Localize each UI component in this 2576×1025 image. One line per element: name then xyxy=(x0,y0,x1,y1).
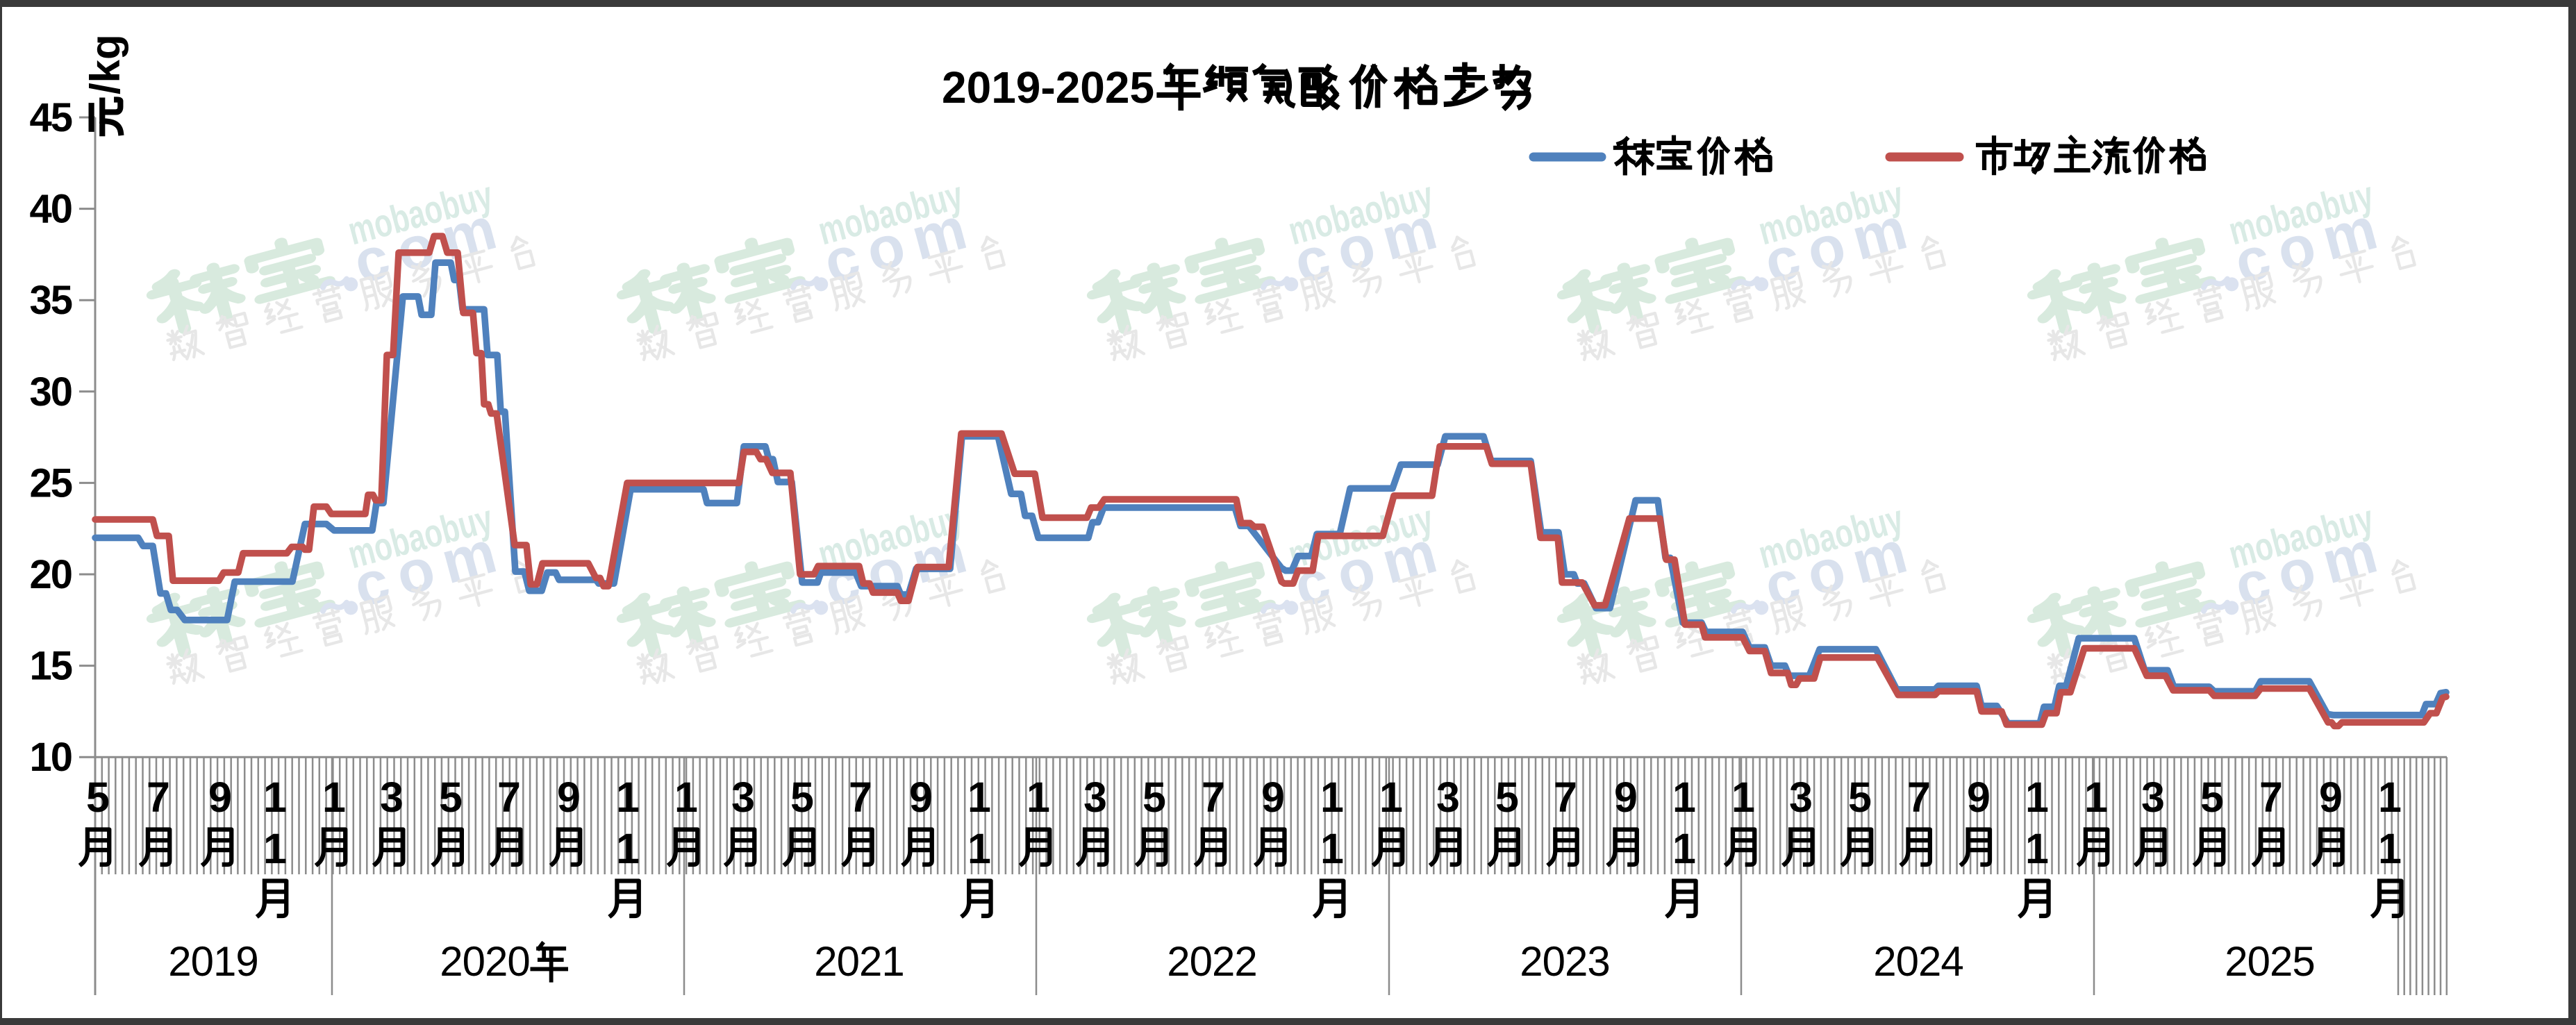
svg-text:7: 7 xyxy=(147,774,170,821)
svg-text:1: 1 xyxy=(263,825,287,872)
svg-text:1: 1 xyxy=(1379,774,1403,821)
svg-text:5: 5 xyxy=(790,774,814,821)
svg-text:/kg: /kg xyxy=(82,34,128,94)
svg-text:3: 3 xyxy=(1436,774,1460,821)
svg-text:1: 1 xyxy=(263,774,287,821)
svg-text:1: 1 xyxy=(1672,774,1696,821)
svg-text:2025: 2025 xyxy=(2225,938,2314,985)
svg-text:1: 1 xyxy=(616,774,640,821)
svg-text:1: 1 xyxy=(967,825,991,872)
svg-text:1: 1 xyxy=(2025,774,2049,821)
svg-text:45: 45 xyxy=(29,95,72,140)
svg-text:5: 5 xyxy=(439,774,463,821)
svg-text:1: 1 xyxy=(674,774,698,821)
svg-text:9: 9 xyxy=(1261,774,1285,821)
svg-text:10: 10 xyxy=(29,735,72,780)
svg-text:30: 30 xyxy=(29,369,72,415)
svg-text:15: 15 xyxy=(29,644,72,689)
svg-text:2024: 2024 xyxy=(1873,938,1963,985)
svg-text:20: 20 xyxy=(29,552,72,597)
svg-text:7: 7 xyxy=(1202,774,1225,821)
svg-text:1: 1 xyxy=(2025,825,2049,872)
svg-text:2019-2025: 2019-2025 xyxy=(942,62,1154,112)
svg-text:2020: 2020 xyxy=(440,938,529,985)
svg-text:40: 40 xyxy=(29,187,72,232)
svg-text:3: 3 xyxy=(1789,774,1813,821)
svg-text:3: 3 xyxy=(2141,774,2165,821)
svg-text:2023: 2023 xyxy=(1520,938,1609,985)
svg-text:5: 5 xyxy=(1848,774,1872,821)
svg-text:1: 1 xyxy=(2378,774,2402,821)
svg-text:1: 1 xyxy=(1672,825,1696,872)
svg-text:1: 1 xyxy=(616,825,640,872)
svg-text:9: 9 xyxy=(557,774,581,821)
svg-text:1: 1 xyxy=(1731,774,1755,821)
svg-text:5: 5 xyxy=(86,774,110,821)
svg-text:3: 3 xyxy=(1083,774,1107,821)
svg-text:3: 3 xyxy=(731,774,755,821)
svg-text:1: 1 xyxy=(322,774,346,821)
svg-text:7: 7 xyxy=(1907,774,1931,821)
svg-text:7: 7 xyxy=(497,774,521,821)
svg-text:5: 5 xyxy=(1495,774,1519,821)
svg-text:1: 1 xyxy=(2378,825,2402,872)
svg-text:25: 25 xyxy=(29,460,72,506)
svg-text:2022: 2022 xyxy=(1167,938,1256,985)
svg-text:1: 1 xyxy=(2084,774,2108,821)
svg-text:2019: 2019 xyxy=(168,938,258,985)
svg-text:1: 1 xyxy=(1027,774,1050,821)
svg-text:7: 7 xyxy=(849,774,872,821)
svg-text:1: 1 xyxy=(967,774,991,821)
svg-text:3: 3 xyxy=(380,774,404,821)
svg-text:1: 1 xyxy=(1320,825,1344,872)
svg-text:9: 9 xyxy=(909,774,933,821)
svg-text:7: 7 xyxy=(2259,774,2283,821)
svg-text:9: 9 xyxy=(1614,774,1638,821)
svg-text:1: 1 xyxy=(1320,774,1344,821)
svg-text:35: 35 xyxy=(29,278,72,323)
svg-text:5: 5 xyxy=(2200,774,2224,821)
svg-text:9: 9 xyxy=(208,774,232,821)
svg-text:9: 9 xyxy=(2319,774,2343,821)
svg-text:7: 7 xyxy=(1554,774,1577,821)
svg-text:9: 9 xyxy=(1967,774,1991,821)
svg-text:2021: 2021 xyxy=(814,938,904,985)
svg-text:5: 5 xyxy=(1142,774,1166,821)
